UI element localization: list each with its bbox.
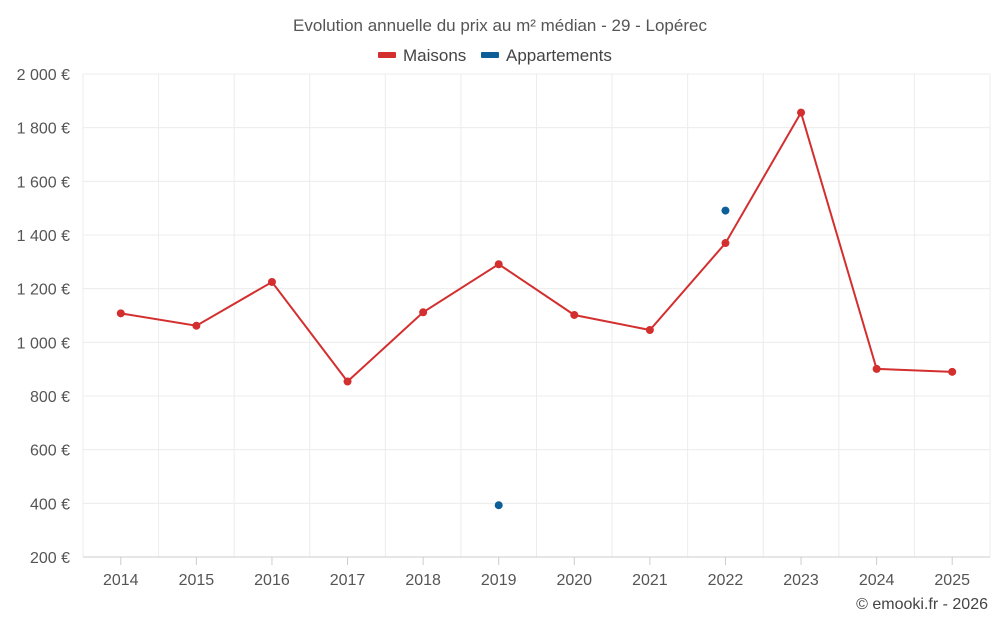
data-point-maisons[interactable] [116, 309, 125, 318]
data-point-maisons[interactable] [872, 364, 881, 373]
x-axis: 2014 2015 2016 2017 2018 2019 2020 2021 2022 2023… [83, 556, 990, 589]
data-point-maisons[interactable] [570, 310, 579, 319]
x-tick-label: 2025 [934, 572, 970, 589]
data-point-appartements[interactable] [721, 206, 730, 215]
y-tick-label: 800 € [30, 389, 70, 406]
y-axis: 200 € 400 € 600 € 800 € 1 000 € 1 200 € 1 400 … [17, 67, 70, 567]
data-point-maisons[interactable] [797, 108, 806, 117]
x-tick-label: 2020 [556, 572, 592, 589]
y-tick-label: 600 € [30, 443, 70, 460]
y-tick-label: 2 000 € [17, 67, 70, 84]
y-tick-label: 1 000 € [17, 335, 70, 352]
legend-swatch-maisons [378, 52, 396, 58]
legend-item-maisons[interactable]: Maisons [378, 46, 466, 65]
x-tick-label: 2015 [179, 572, 215, 589]
y-tick-label: 1 600 € [17, 174, 70, 191]
grid [82, 73, 991, 557]
y-tick-label: 1 800 € [17, 121, 70, 138]
series [116, 108, 957, 510]
x-tick-label: 2017 [330, 572, 366, 589]
data-point-maisons[interactable] [721, 239, 730, 248]
data-point-maisons[interactable] [267, 277, 276, 286]
legend-label-appartements: Appartements [506, 46, 612, 65]
y-tick-label: 1 400 € [17, 228, 70, 245]
data-point-appartements[interactable] [494, 501, 503, 510]
legend-label-maisons: Maisons [403, 46, 466, 65]
series-line-maisons [120, 110, 953, 383]
x-tick-label: 2024 [859, 572, 895, 589]
chart-title: Evolution annuelle du prix au m² médian … [293, 16, 707, 35]
x-tick-label: 2018 [405, 572, 441, 589]
y-tick-label: 1 200 € [17, 282, 70, 299]
y-tick-label: 400 € [30, 496, 70, 513]
data-point-maisons[interactable] [343, 377, 352, 386]
data-point-maisons[interactable] [192, 321, 201, 330]
credit-text: © emooki.fr - 2026 [856, 596, 988, 613]
x-tick-label: 2022 [708, 572, 744, 589]
x-tick-label: 2021 [632, 572, 668, 589]
legend-swatch-appartements [481, 52, 499, 58]
x-tick-label: 2016 [254, 572, 290, 589]
data-point-maisons[interactable] [645, 325, 654, 334]
x-tick-label: 2019 [481, 572, 517, 589]
data-point-maisons[interactable] [948, 367, 957, 376]
legend: Maisons Appartements [378, 46, 612, 65]
data-point-maisons[interactable] [494, 260, 503, 269]
x-tick-label: 2023 [783, 572, 819, 589]
x-tick-label: 2014 [103, 572, 139, 589]
legend-item-appartements[interactable]: Appartements [481, 46, 612, 65]
data-point-maisons[interactable] [419, 308, 428, 317]
y-tick-label: 200 € [30, 550, 70, 567]
